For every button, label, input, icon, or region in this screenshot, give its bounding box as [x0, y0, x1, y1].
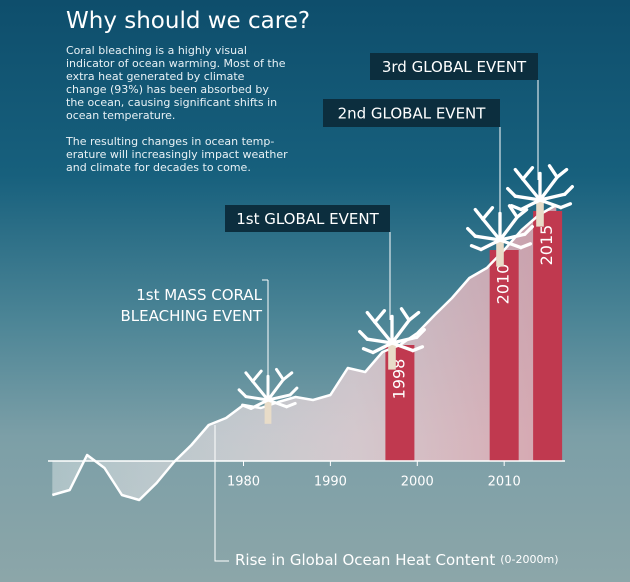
coral-branch [390, 318, 411, 345]
x-tick-label: 2000 [401, 475, 434, 490]
coral-branch [251, 379, 270, 402]
coral-branch [481, 217, 502, 242]
coral-branch [498, 215, 519, 242]
coral-branch [469, 244, 483, 252]
coral-icon [506, 164, 574, 227]
coral-branch [519, 198, 542, 212]
coral-stem [536, 200, 544, 227]
event-bar [533, 211, 563, 461]
coral-branch [288, 386, 299, 397]
area [52, 205, 557, 500]
coral-branch [358, 329, 369, 341]
bar-label: 2010 [494, 264, 513, 305]
event-label-line: BLEACHING EVENT [120, 307, 262, 325]
coral-branch [390, 335, 419, 345]
coral-branch [237, 388, 248, 399]
x-axis-label: Rise in Global Ocean Heat Content (0-2000… [235, 551, 558, 569]
coral-branch [241, 403, 253, 410]
coral-branch [249, 398, 270, 410]
event-box [225, 205, 390, 232]
coral-icon [358, 307, 426, 370]
coral-icon [237, 367, 299, 424]
coral-branch [515, 207, 529, 219]
coral-branch [407, 310, 421, 322]
event-label: 1st MASS CORAL BLEACHING EVENT [120, 286, 262, 325]
paragraph: Coral bleaching is a highly visual indic… [66, 44, 286, 122]
coral-branch [538, 175, 559, 202]
coral-stem [388, 343, 396, 370]
coral-branch [538, 192, 567, 202]
coral-branch [285, 401, 297, 409]
coral-branch [371, 341, 394, 355]
coral-branch [538, 198, 563, 210]
coral-stem [264, 400, 272, 424]
x-tick-label: 2010 [488, 475, 521, 490]
coral-branch [523, 225, 534, 236]
bar-label: 2015 [537, 225, 556, 266]
coral-branch [513, 194, 542, 202]
coral-branch [373, 309, 387, 324]
coral-branch [266, 398, 289, 409]
event-label: 3rd GLOBAL EVENT [382, 58, 527, 76]
coral-icon [466, 204, 534, 267]
coral-branch [519, 242, 533, 250]
coral-branch [521, 166, 535, 181]
coral-branch [498, 238, 523, 250]
coral-branch [559, 202, 573, 210]
coral-branch [266, 378, 285, 402]
coral-branch [498, 232, 527, 242]
event-box [323, 99, 500, 127]
coral-branch [365, 310, 377, 324]
event-label: 1st GLOBAL EVENT [236, 210, 379, 228]
event-label-line: 1st MASS CORAL [136, 286, 262, 304]
coral-branch [281, 371, 294, 382]
coral-branch [481, 206, 495, 221]
x-tick-label: 1980 [227, 475, 260, 490]
coral-branch [244, 395, 270, 402]
event-box [370, 53, 538, 80]
coral-branch [547, 164, 559, 179]
coral-branch [521, 177, 542, 202]
event-bar [489, 250, 519, 461]
coral-branch [473, 234, 502, 242]
coral-branch [509, 204, 523, 212]
coral-branch [365, 337, 394, 345]
coral-branch [251, 369, 263, 383]
coral-branch [411, 345, 425, 353]
coral-stem [496, 240, 504, 267]
coral-branch [466, 226, 477, 238]
x-axis-label-main: Rise in Global Ocean Heat Content [235, 551, 495, 569]
coral-branch [473, 207, 485, 221]
coral-branch [399, 307, 411, 322]
coral-branch [506, 186, 517, 198]
coral-branch [266, 393, 292, 402]
coral-branch [507, 204, 519, 219]
title: Why should we care? [66, 8, 311, 34]
x-tick-label: 1990 [314, 475, 347, 490]
coral-branch [244, 371, 255, 383]
coral-branch [513, 167, 525, 181]
coral-branch [555, 167, 569, 179]
leader [214, 425, 229, 562]
coral-branch [479, 238, 502, 252]
line [51, 203, 557, 502]
coral-branch [361, 347, 375, 355]
coral-branch [275, 367, 285, 382]
paragraph: The resulting changes in ocean temp-erat… [66, 135, 288, 174]
coral-branch [563, 185, 574, 196]
event-label: 2nd GLOBAL EVENT [338, 105, 487, 123]
coral-branch [373, 320, 394, 345]
description: Coral bleaching is a highly visual indic… [66, 44, 288, 187]
coral-branch [390, 341, 415, 353]
coral-branch [415, 328, 426, 339]
x-axis-label-note: (0-2000m) [500, 553, 558, 566]
